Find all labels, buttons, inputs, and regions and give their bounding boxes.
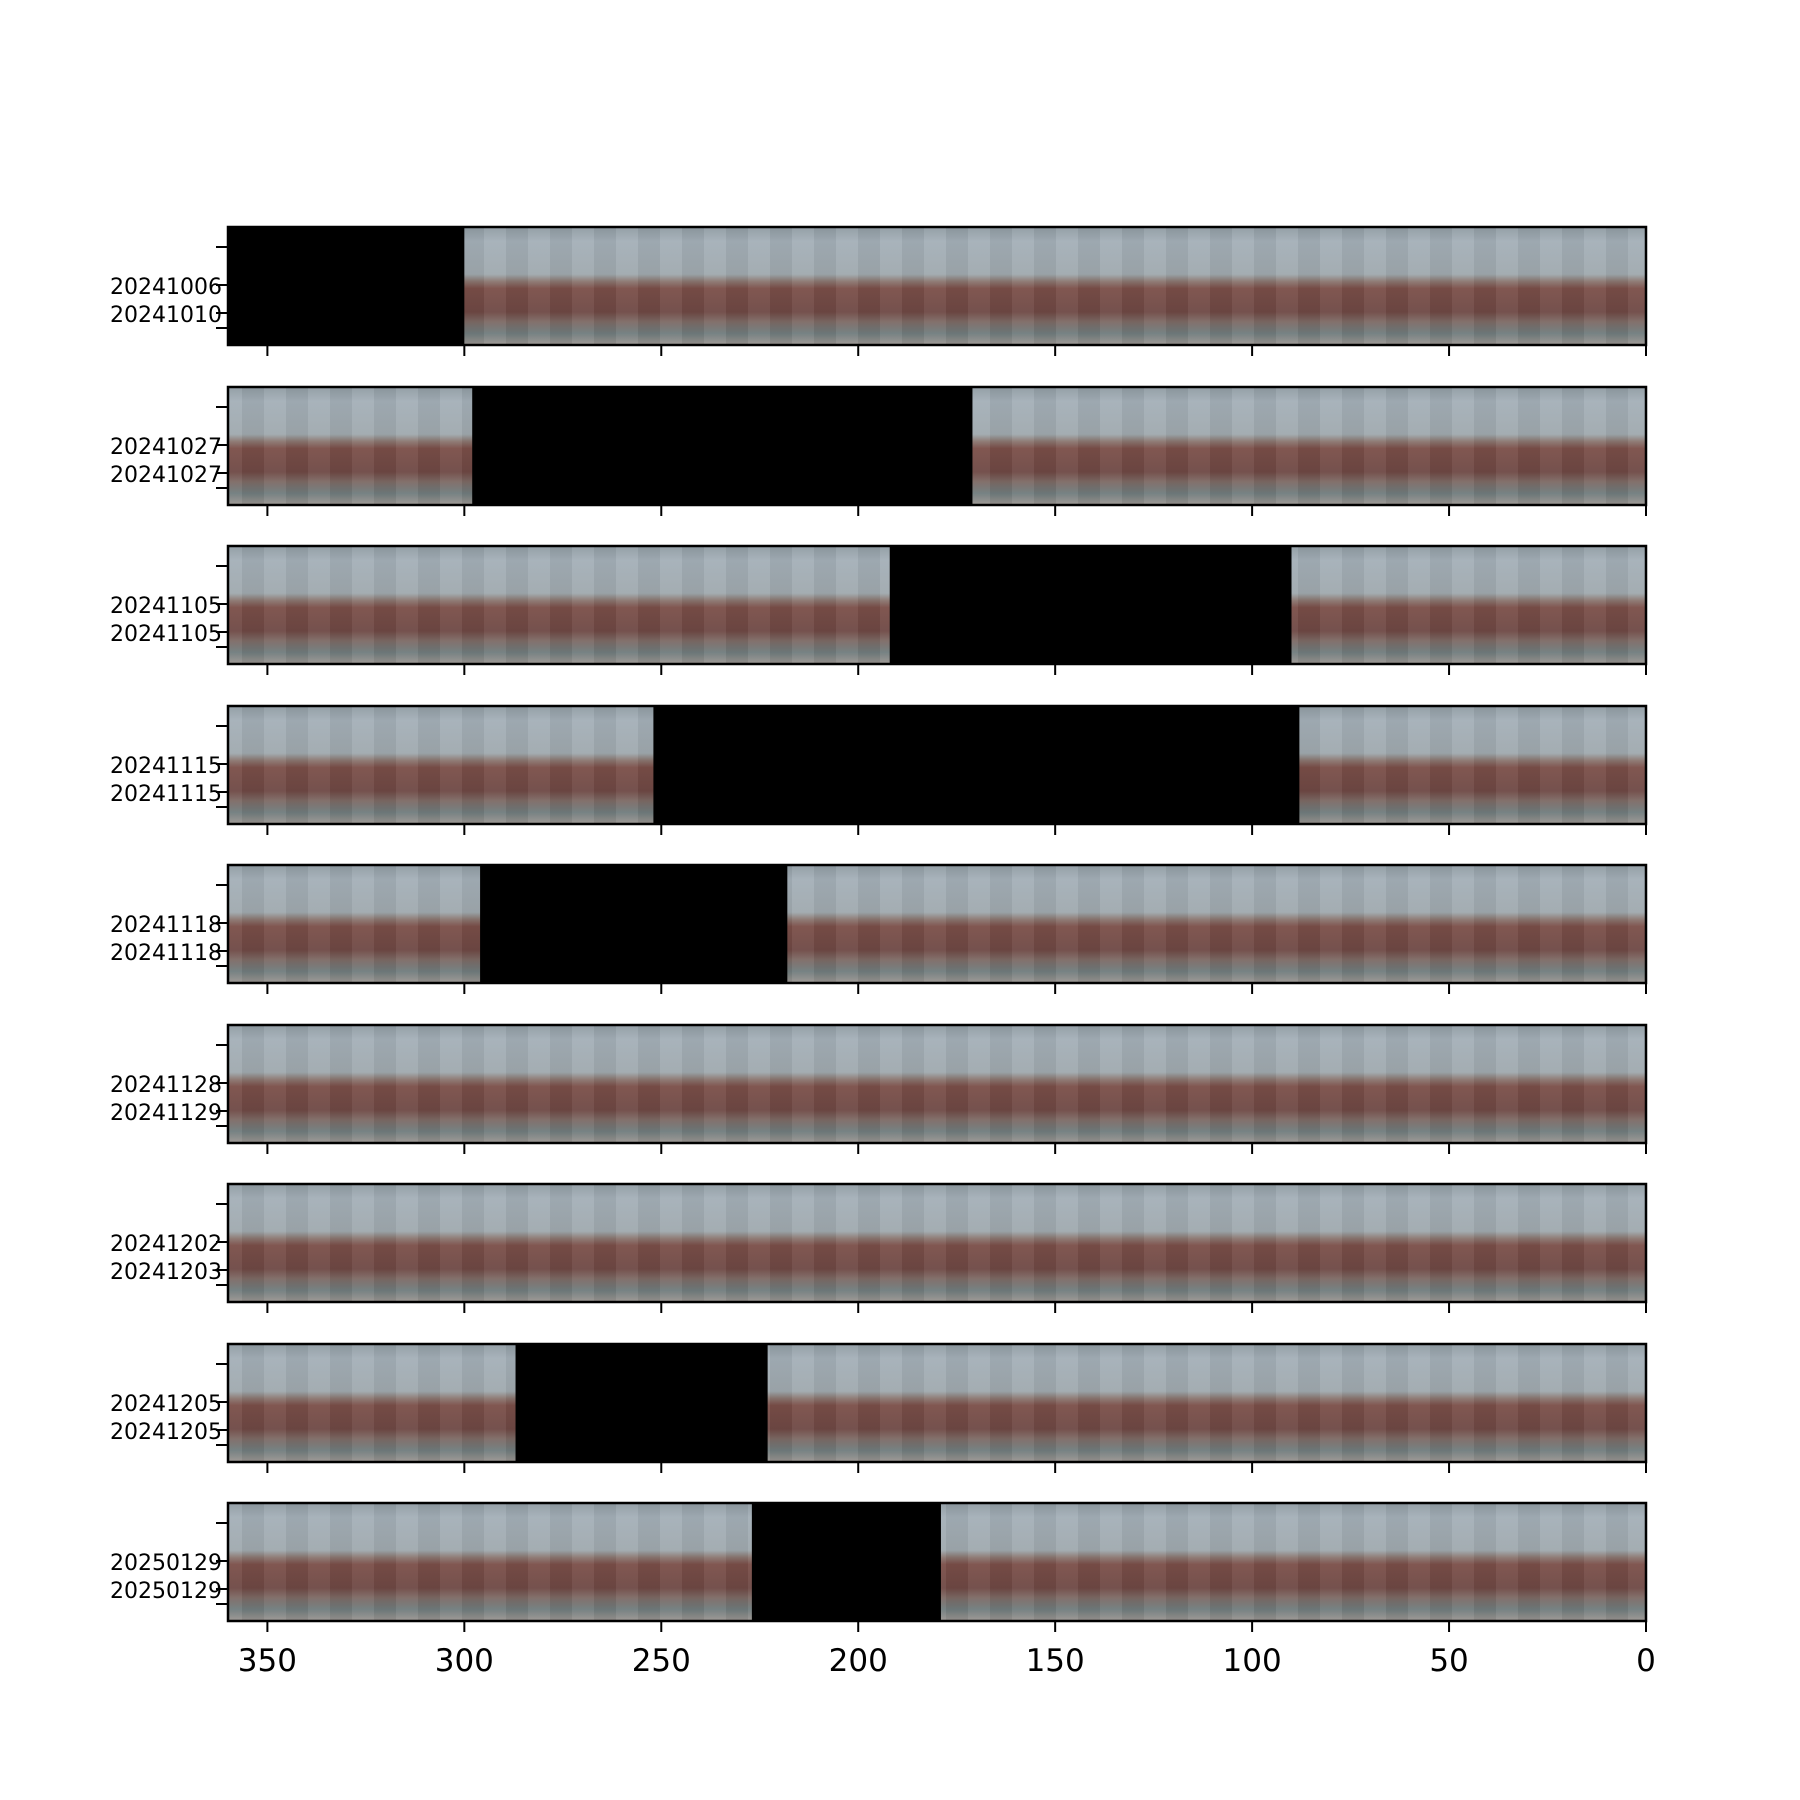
y-tick-label: 20241128 bbox=[110, 1073, 222, 1098]
x-tick-label: 150 bbox=[1026, 1643, 1085, 1679]
panorama-texture bbox=[228, 1025, 1646, 1143]
panel-7: 20241202 20241203 bbox=[110, 1182, 1648, 1313]
no-data-region bbox=[653, 706, 1300, 824]
panel-1: 20241006 20241010 bbox=[110, 225, 1648, 356]
panorama-texture bbox=[228, 227, 1646, 345]
y-tick-label: 20241115 bbox=[110, 782, 222, 807]
x-tick-label: 0 bbox=[1636, 1643, 1656, 1679]
no-data-region bbox=[472, 387, 973, 505]
y-tick-label: 20241118 bbox=[110, 913, 222, 938]
y-tick-label: 20241205 bbox=[110, 1420, 222, 1445]
x-tick-label: 50 bbox=[1429, 1643, 1468, 1679]
y-tick-label: 20241006 bbox=[110, 275, 222, 300]
panel-9: 350 300 250 200 150 100 50 0 20250129 20250129 bbox=[110, 1501, 1656, 1679]
y-tick-label: 20241118 bbox=[110, 941, 222, 966]
y-tick-label: 20241115 bbox=[110, 754, 222, 779]
y-tick-label: 20241027 bbox=[110, 463, 222, 488]
x-tick-label: 200 bbox=[829, 1643, 888, 1679]
y-tick-label: 20241027 bbox=[110, 435, 222, 460]
y-tick-label: 20250129 bbox=[110, 1579, 222, 1604]
y-tick-label: 20250129 bbox=[110, 1551, 222, 1576]
panorama-texture bbox=[228, 1184, 1646, 1302]
panel-8: 20241205 20241205 bbox=[110, 1342, 1648, 1473]
x-tick-label: 350 bbox=[238, 1643, 297, 1679]
y-tick-label: 20241129 bbox=[110, 1101, 222, 1126]
panel-5: 20241118 20241118 bbox=[110, 863, 1648, 994]
y-tick-label: 20241205 bbox=[110, 1392, 222, 1417]
x-tick-label: 250 bbox=[632, 1643, 691, 1679]
no-data-region bbox=[889, 546, 1292, 664]
y-tick-label: 20241105 bbox=[110, 594, 222, 619]
y-tick-label: 20241202 bbox=[110, 1232, 222, 1257]
no-data-region bbox=[480, 865, 788, 983]
no-data-region bbox=[751, 1503, 941, 1621]
no-data-region bbox=[515, 1344, 768, 1462]
y-tick-label: 20241203 bbox=[110, 1260, 222, 1285]
y-tick-label: 20241010 bbox=[110, 303, 222, 328]
panorama-texture bbox=[228, 865, 1646, 983]
panel-2: 20241027 20241027 bbox=[110, 385, 1648, 516]
panel-4: 20241115 20241115 bbox=[110, 704, 1648, 835]
panel-3: 20241105 20241105 bbox=[110, 544, 1648, 675]
panorama-texture bbox=[228, 1344, 1646, 1462]
x-tick-label: 100 bbox=[1223, 1643, 1282, 1679]
x-tick-label: 300 bbox=[435, 1643, 494, 1679]
no-data-region bbox=[228, 227, 465, 345]
y-tick-label: 20241105 bbox=[110, 622, 222, 647]
panel-6: 20241128 20241129 bbox=[110, 1023, 1648, 1154]
